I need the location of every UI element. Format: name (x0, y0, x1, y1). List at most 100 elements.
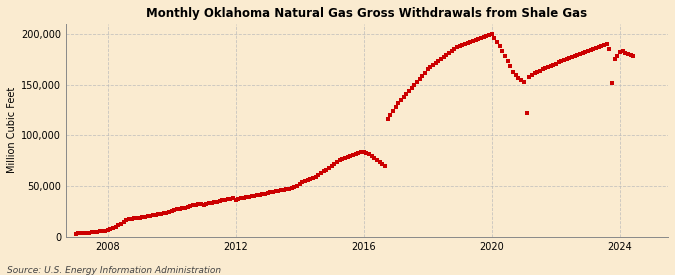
Point (284, 186, 294, 191)
Point (161, 211, 171, 215)
Point (358, 149, 369, 154)
Point (529, 70, 540, 75)
Point (468, 39, 479, 43)
Point (401, 92, 412, 96)
Point (156, 212, 167, 216)
Point (441, 53, 452, 57)
Point (337, 156, 348, 161)
Point (276, 188, 287, 192)
Point (348, 152, 358, 157)
Point (145, 214, 156, 218)
Point (115, 221, 126, 226)
Point (460, 42, 470, 46)
Point (369, 155, 380, 160)
Point (308, 176, 319, 180)
Point (481, 34, 492, 38)
Point (628, 54, 639, 59)
Point (588, 47, 599, 51)
Point (591, 46, 601, 50)
Point (225, 197, 236, 201)
Point (220, 197, 231, 202)
Point (140, 215, 151, 219)
Point (412, 79, 423, 84)
Point (134, 216, 145, 221)
Point (518, 79, 529, 84)
Point (375, 160, 385, 164)
Point (273, 188, 284, 193)
Point (420, 70, 431, 75)
Point (465, 40, 476, 44)
Text: Source: U.S. Energy Information Administration: Source: U.S. Energy Information Administ… (7, 266, 221, 275)
Point (414, 76, 425, 81)
Point (334, 158, 345, 162)
Point (566, 55, 577, 59)
Point (241, 195, 252, 199)
Point (580, 50, 591, 54)
Point (86, 230, 97, 235)
Point (444, 51, 455, 56)
Point (230, 198, 241, 202)
Point (548, 63, 559, 68)
Point (100, 229, 111, 233)
Point (617, 49, 628, 53)
Point (431, 61, 441, 66)
Point (551, 62, 562, 67)
Point (81, 231, 92, 235)
Point (164, 210, 175, 214)
Point (182, 205, 193, 210)
Point (246, 194, 257, 198)
Point (222, 197, 233, 201)
Point (153, 212, 163, 217)
Point (252, 193, 263, 197)
Point (207, 200, 217, 205)
Point (126, 217, 137, 221)
Point (425, 65, 436, 70)
Point (198, 203, 209, 207)
Point (95, 229, 105, 234)
Point (526, 72, 537, 77)
Point (495, 44, 506, 48)
Point (622, 52, 633, 56)
Point (396, 98, 406, 102)
Point (294, 182, 305, 186)
Point (110, 224, 121, 229)
Point (607, 81, 618, 85)
Point (105, 226, 115, 231)
Point (190, 203, 201, 207)
Point (310, 175, 321, 179)
Point (436, 57, 447, 62)
Point (169, 208, 180, 213)
Point (129, 216, 140, 221)
Y-axis label: Million Cubic Feet: Million Cubic Feet (7, 87, 17, 174)
Point (158, 211, 169, 216)
Point (286, 186, 297, 190)
Point (497, 49, 508, 53)
Point (446, 49, 457, 53)
Point (263, 191, 273, 195)
Point (361, 150, 372, 155)
Point (92, 230, 103, 234)
Point (500, 54, 511, 59)
Point (244, 194, 254, 199)
Point (84, 230, 95, 235)
Point (457, 43, 468, 47)
Point (489, 36, 500, 40)
Point (569, 54, 580, 59)
Point (470, 38, 481, 42)
Point (204, 201, 215, 205)
Point (185, 204, 196, 208)
Point (393, 101, 404, 105)
Point (265, 190, 275, 194)
Point (193, 202, 204, 207)
Point (398, 95, 409, 99)
Point (417, 73, 428, 78)
Point (121, 218, 132, 223)
Point (76, 231, 86, 235)
Point (532, 69, 543, 74)
Point (271, 189, 281, 193)
Point (479, 35, 489, 39)
Point (428, 63, 439, 68)
Point (278, 187, 289, 192)
Point (380, 164, 391, 168)
Point (454, 44, 465, 48)
